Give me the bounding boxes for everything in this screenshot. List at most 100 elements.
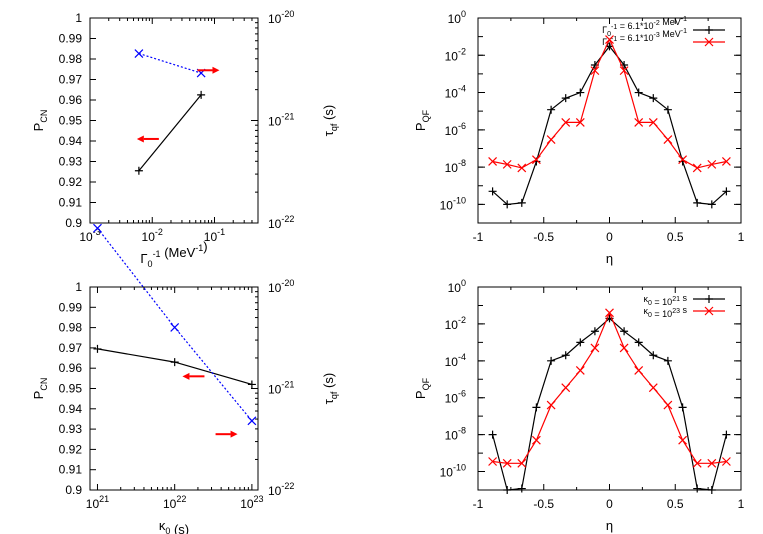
data-point-1 [605,35,614,44]
x-tick-label: -1 [473,230,484,244]
data-point-1 [517,458,527,468]
data-point-1 [488,157,498,166]
y2-tick-label: 10-21 [268,112,294,129]
data-point-1 [648,117,658,127]
data-point-0 [197,90,206,99]
data-point-1 [605,308,614,318]
data-point-0 [503,200,512,209]
y-tick-label: 0.95 [59,382,83,396]
y-tick-label: 0.98 [59,52,83,66]
x-axis-label: η [606,251,613,266]
legend-marker [705,26,713,34]
x-axis-label: η [606,518,613,533]
data-point-1 [93,223,102,233]
x-tick-label: 0.5 [667,230,684,244]
y2-axis-label: τqf (s) [321,105,339,136]
legend-entry: κ0 = 1021 s [644,293,688,307]
data-point-0 [561,94,570,103]
y-tick-label: 10-6 [445,121,466,138]
y2-axis-label: τqf (s) [321,373,339,404]
y2-tick-label: 10-21 [268,380,294,397]
data-point-1 [678,155,688,165]
data-point-0 [561,351,570,360]
x-tick-label: -0.5 [533,497,554,511]
data-point-0 [649,94,658,103]
data-point-0 [488,430,497,439]
y-tick-label: 100 [448,9,466,26]
data-point-0 [722,430,731,439]
data-point-0 [547,105,556,114]
data-point-0 [634,88,643,97]
data-point-1 [692,458,702,468]
x-tick-label: -1 [473,497,484,511]
data-point-0 [649,351,658,360]
axis-indicator-arrow-0-head [136,135,144,143]
x-tick-label: 1 [738,230,745,244]
data-point-1 [517,163,527,173]
data-point-0 [503,486,512,494]
data-point-0 [693,484,702,493]
y-tick-label: 10-8 [445,426,466,443]
legend-entry: Γ0-1 = 6.1*10-2 MeV-1 [602,16,687,38]
series-line-0 [138,94,202,172]
y-tick-label: 0.9 [65,216,82,230]
y2-tick-label: 10-20 [268,9,294,26]
data-point-1 [721,157,731,166]
y-tick-label: 0.92 [59,175,83,189]
y2-tick-label: 10-22 [268,481,294,498]
data-point-1 [247,416,257,426]
y-tick-label: 1 [75,11,82,25]
chart-bl: 1021 1022 1023 0.9 0.91 0.92 0.93 0.94 0.95 0.96 0… [31,223,339,534]
legend-marker [704,306,714,316]
data-point-0 [532,403,541,412]
data-point-0 [576,88,585,97]
y-axis-label: PCN [31,378,49,400]
data-point-1 [502,159,512,169]
series-line-1 [492,311,727,464]
legend-marker [705,295,713,303]
data-point-0 [576,338,585,347]
data-point-0 [247,380,256,389]
data-point-0 [517,484,526,493]
y-axis-label: PQF [413,377,431,399]
y-tick-label: 0.97 [59,73,83,87]
y-tick-label: 0.98 [59,321,83,335]
series-line-1 [138,52,202,74]
series-line-0 [97,348,253,385]
y-tick-label: 0.94 [59,402,83,416]
data-point-0 [663,105,672,114]
x-tick-label: 10-3 [79,227,100,244]
y-tick-label: 0.91 [59,196,83,210]
x-tick-label: 1 [738,497,745,511]
y-tick-label: 0.99 [59,32,83,46]
y-tick-label: 10-10 [440,195,466,212]
data-point-1 [488,457,498,466]
y-tick-label: 10-10 [440,463,466,480]
x-tick-label: -0.5 [533,230,554,244]
y-tick-label: 10-2 [445,46,466,63]
data-point-1 [502,458,512,468]
plot-frame [89,17,259,224]
x-tick-label: 1021 [86,494,109,511]
chart-tl: 10-3 10-2 10-1 0.9 0.91 0.92 0.93 0.94 0.95 0.96 0… [31,9,339,269]
data-point-1 [531,155,541,165]
axis-indicator-arrow-0-head [182,372,190,380]
y-tick-label: 0.92 [59,442,83,456]
y2-tick-label: 10-20 [268,278,294,295]
x-axis-label: κ0 (s) [159,518,189,534]
y-tick-label: 0.93 [59,422,83,436]
axis-indicator-arrow-1-head [212,66,220,74]
y-tick-label: 0.97 [59,341,83,355]
y-tick-label: 0.96 [59,361,83,375]
y-tick-label: 0.99 [59,300,83,314]
data-point-0 [693,198,702,207]
x-tick-label: 1023 [240,494,263,511]
data-point-1 [561,117,571,127]
y-tick-label: 0.9 [65,483,82,497]
data-point-0 [547,356,556,365]
plot-frame [89,286,259,491]
y-axis-label: PQF [413,109,431,131]
data-point-1 [721,457,731,466]
data-point-1 [663,400,673,410]
